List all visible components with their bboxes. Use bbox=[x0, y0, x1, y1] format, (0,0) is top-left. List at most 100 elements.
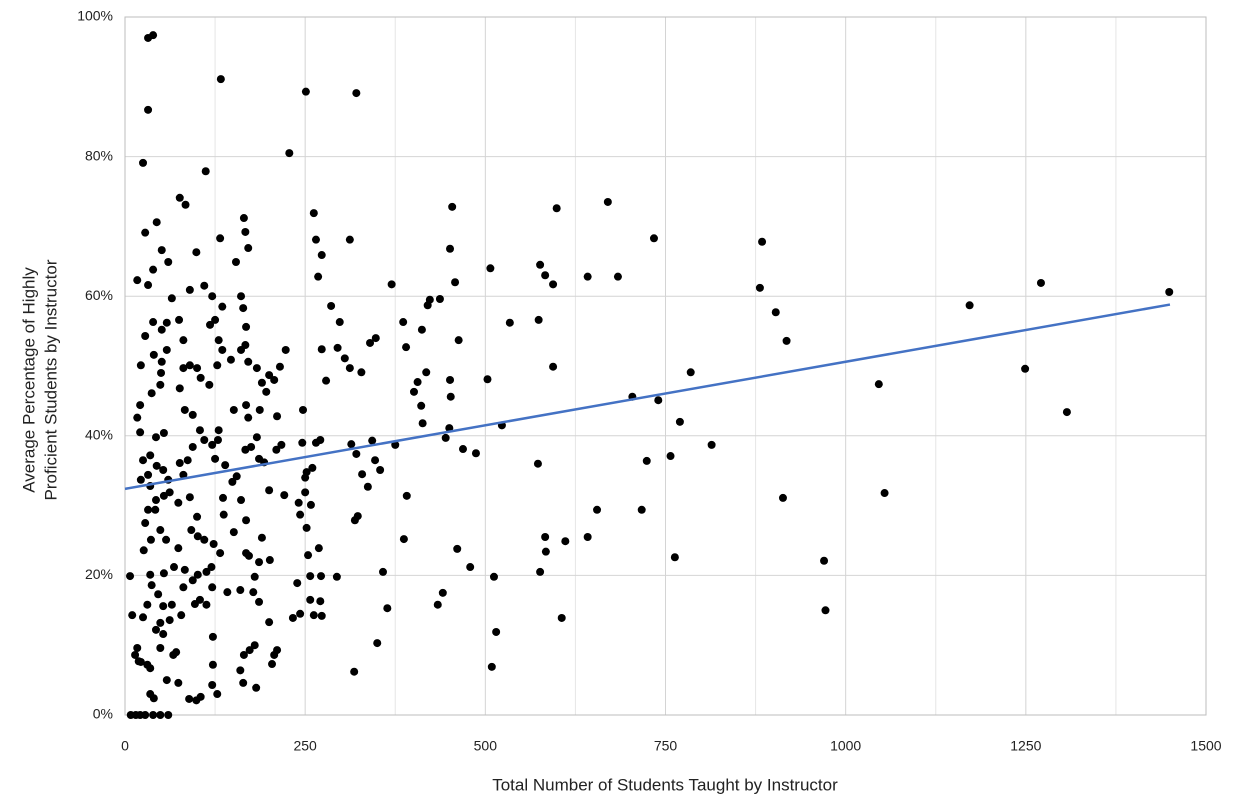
point bbox=[175, 384, 184, 393]
point bbox=[399, 318, 408, 327]
point bbox=[143, 660, 152, 669]
point bbox=[252, 364, 261, 373]
point bbox=[167, 600, 176, 609]
point bbox=[157, 357, 166, 366]
point bbox=[136, 361, 145, 370]
point bbox=[151, 496, 160, 505]
point bbox=[185, 361, 194, 370]
point bbox=[162, 318, 171, 327]
point bbox=[237, 345, 246, 354]
point bbox=[239, 678, 248, 687]
point bbox=[265, 486, 274, 495]
point bbox=[383, 604, 392, 613]
point bbox=[448, 202, 457, 211]
point bbox=[257, 533, 266, 542]
point bbox=[423, 301, 432, 310]
point bbox=[159, 466, 168, 475]
point bbox=[371, 456, 380, 465]
point bbox=[378, 567, 387, 576]
x-tick-label: 1250 bbox=[1010, 738, 1041, 754]
point bbox=[208, 583, 217, 592]
point bbox=[136, 657, 145, 666]
point bbox=[136, 428, 145, 437]
point bbox=[317, 345, 326, 354]
point bbox=[265, 371, 274, 380]
point bbox=[149, 31, 158, 40]
point bbox=[141, 519, 150, 528]
point bbox=[144, 281, 153, 290]
point bbox=[353, 512, 362, 521]
point bbox=[820, 556, 829, 565]
point bbox=[255, 405, 264, 414]
point bbox=[250, 572, 259, 581]
point bbox=[241, 445, 250, 454]
point bbox=[218, 345, 227, 354]
point bbox=[314, 544, 323, 553]
point bbox=[755, 283, 764, 292]
point bbox=[293, 579, 302, 588]
point bbox=[147, 581, 156, 590]
point bbox=[309, 611, 318, 620]
point bbox=[167, 294, 176, 303]
point bbox=[549, 280, 558, 289]
point bbox=[244, 413, 253, 422]
y-tick-label: 60% bbox=[85, 287, 113, 303]
point bbox=[637, 505, 646, 514]
point bbox=[255, 558, 264, 567]
point bbox=[270, 650, 279, 659]
point bbox=[219, 493, 228, 502]
point bbox=[486, 264, 495, 273]
point bbox=[306, 595, 315, 604]
point bbox=[466, 563, 475, 572]
point bbox=[242, 516, 251, 525]
y-tick-label: 100% bbox=[77, 8, 113, 24]
point bbox=[654, 396, 663, 405]
y-tick-label: 80% bbox=[85, 147, 113, 163]
point bbox=[180, 405, 189, 414]
point bbox=[413, 378, 422, 387]
point bbox=[296, 609, 305, 618]
point bbox=[179, 336, 188, 345]
point bbox=[268, 660, 277, 669]
point bbox=[159, 630, 168, 639]
point bbox=[302, 523, 311, 532]
point bbox=[311, 235, 320, 244]
y-tick-label: 20% bbox=[85, 566, 113, 582]
point bbox=[175, 315, 184, 324]
point bbox=[288, 613, 297, 622]
point bbox=[275, 362, 284, 371]
point bbox=[185, 285, 194, 294]
point bbox=[156, 618, 165, 627]
point bbox=[352, 449, 361, 458]
point bbox=[193, 570, 202, 579]
point bbox=[201, 167, 210, 176]
point bbox=[193, 512, 202, 521]
point bbox=[181, 200, 190, 209]
point bbox=[541, 533, 550, 542]
point bbox=[782, 336, 791, 345]
point bbox=[149, 350, 158, 359]
point bbox=[244, 244, 253, 253]
point bbox=[778, 493, 787, 502]
point bbox=[368, 436, 377, 445]
point bbox=[175, 459, 184, 468]
point bbox=[387, 280, 396, 289]
point bbox=[183, 456, 192, 465]
point bbox=[185, 493, 194, 502]
point bbox=[296, 510, 305, 519]
point bbox=[216, 234, 225, 243]
point bbox=[285, 149, 294, 158]
point bbox=[373, 639, 382, 648]
point bbox=[209, 539, 218, 548]
point bbox=[451, 278, 460, 287]
point bbox=[376, 466, 385, 475]
point bbox=[162, 676, 171, 685]
point bbox=[139, 456, 148, 465]
point bbox=[277, 440, 286, 449]
point bbox=[306, 500, 315, 509]
point bbox=[350, 667, 359, 676]
point bbox=[453, 544, 462, 553]
point bbox=[358, 470, 367, 479]
point bbox=[489, 572, 498, 581]
